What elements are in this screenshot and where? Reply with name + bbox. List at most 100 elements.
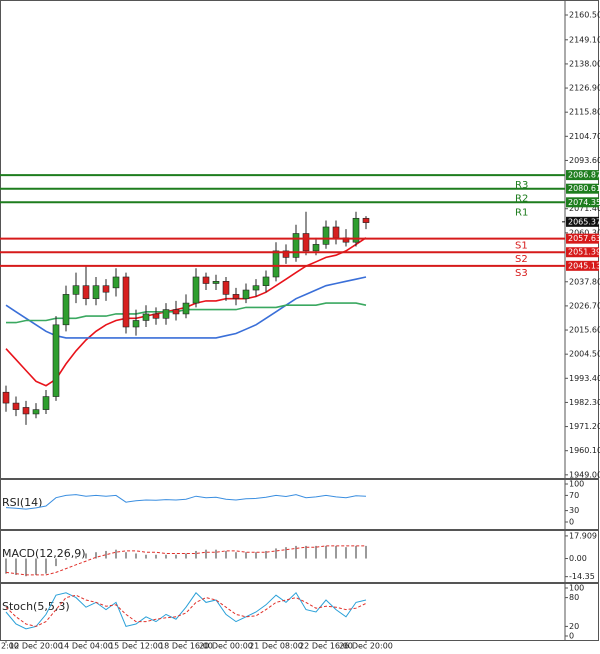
last-price-box <box>566 216 599 227</box>
panel-title: RSI(14) <box>2 496 42 509</box>
y-tick-label: 80 <box>569 593 579 602</box>
x-tick-label: 22 Dec 16:00 <box>299 642 353 651</box>
macd-bar <box>65 558 67 560</box>
candle-body <box>2 391 10 404</box>
candle-body <box>72 285 80 295</box>
macd-bar <box>215 549 217 559</box>
y-tick-label: 17.909 <box>569 531 597 540</box>
candle-body <box>252 285 260 291</box>
macd-bar <box>175 554 177 559</box>
y-tick-label: 2004.50 <box>569 350 600 359</box>
indicator-line <box>5 592 367 630</box>
macd-bar <box>95 552 97 559</box>
y-tick-label: 2071.40 <box>569 204 600 213</box>
candle-body <box>312 244 320 252</box>
y-tick-label: 0.00 <box>569 554 587 563</box>
y-tick-label: 2104.70 <box>569 132 600 141</box>
y-tick-label: 2138.00 <box>569 59 600 68</box>
pivot-name: R3 <box>515 180 528 191</box>
pivot-name: S3 <box>515 268 528 279</box>
macd-bar <box>305 545 307 559</box>
indicator-line <box>5 594 367 627</box>
macd-bar <box>5 558 7 574</box>
candle-body <box>332 226 340 239</box>
pivot-price: 2057.63 <box>568 234 600 243</box>
y-tick-label: 0 <box>569 632 574 641</box>
candle-body <box>262 276 270 286</box>
pivot-price: 2086.87 <box>568 171 600 180</box>
macd-bar <box>105 550 107 559</box>
y-tick-label: 20 <box>569 622 579 631</box>
candle-body <box>22 407 30 415</box>
candle-body <box>52 324 60 397</box>
macd-bar <box>225 550 227 559</box>
pivot-price: 2080.61 <box>568 184 600 193</box>
macd-bar <box>275 548 277 559</box>
y-tick-label: 2015.60 <box>569 326 600 335</box>
macd-bar <box>255 552 257 559</box>
candle-body <box>142 313 150 321</box>
candle-body <box>242 289 250 300</box>
pivot-price-box <box>566 260 599 271</box>
y-tick-label: 1982.30 <box>569 398 600 407</box>
macd-bar <box>35 558 37 575</box>
macd-bar <box>315 545 317 559</box>
candle-body <box>192 276 200 304</box>
x-tick-label: 14 Dec 04:00 <box>59 642 113 651</box>
panel-frame <box>0 530 599 583</box>
candle-body <box>212 281 220 284</box>
pivot-name: R1 <box>515 207 528 218</box>
y-tick-label: 2149.10 <box>569 35 600 44</box>
pivot-price: 2051.39 <box>568 248 600 257</box>
y-tick-label: 30 <box>569 506 579 515</box>
pivot-name: R2 <box>515 194 528 205</box>
macd-bar <box>265 550 267 559</box>
candle-body <box>12 402 20 410</box>
x-tick-label: 15 Dec 12:00 <box>109 642 163 651</box>
candle-body <box>282 250 290 258</box>
y-tick-label: -14.35 <box>569 572 595 581</box>
candle-body <box>132 320 140 328</box>
candle-body <box>222 281 230 295</box>
macd-bar <box>75 556 77 559</box>
macd-bar <box>15 558 17 575</box>
candle-body <box>362 217 370 223</box>
y-tick-label: 2160.50 <box>569 11 600 20</box>
panel-frame <box>0 583 599 641</box>
y-tick-label: 2115.80 <box>569 108 600 117</box>
pivot-price-box <box>566 233 599 244</box>
candle-body <box>42 396 50 410</box>
candle-body <box>102 285 110 293</box>
candle-body <box>182 302 190 315</box>
x-tick-label: 12 Dec 20:00 <box>9 642 63 651</box>
indicator-line <box>5 494 367 510</box>
macd-bar <box>145 554 147 559</box>
candle-body <box>62 294 70 326</box>
macd-bar <box>245 552 247 559</box>
candle-body <box>32 409 40 415</box>
y-tick-label: 100 <box>569 480 584 489</box>
y-tick-label: 2093.60 <box>569 156 600 165</box>
y-tick-label: 1960.10 <box>569 446 600 455</box>
candle-body <box>232 294 240 300</box>
y-tick-label: 1993.40 <box>569 374 600 383</box>
y-tick-label: 2060.30 <box>569 228 600 237</box>
macd-bar <box>155 554 157 559</box>
macd-bar <box>195 550 197 559</box>
candle-body <box>162 309 170 319</box>
macd-bar <box>55 558 57 567</box>
y-tick-label: 1971.20 <box>569 422 600 431</box>
x-tick-label: 26 Dec 20:00 <box>339 642 393 651</box>
pivot-price: 2045.13 <box>568 261 600 270</box>
candle-body <box>122 276 130 328</box>
pivot-name: S1 <box>515 241 528 252</box>
y-tick-label: 70 <box>569 491 579 500</box>
pivot-price-box <box>566 170 599 181</box>
y-tick-label: 100 <box>569 584 584 593</box>
pivot-price: 2074.35 <box>568 198 600 207</box>
candle-body <box>112 276 120 289</box>
candle-body <box>202 276 210 284</box>
indicator-line <box>5 276 367 339</box>
panel-title: MACD(12,26,9) <box>2 547 86 560</box>
